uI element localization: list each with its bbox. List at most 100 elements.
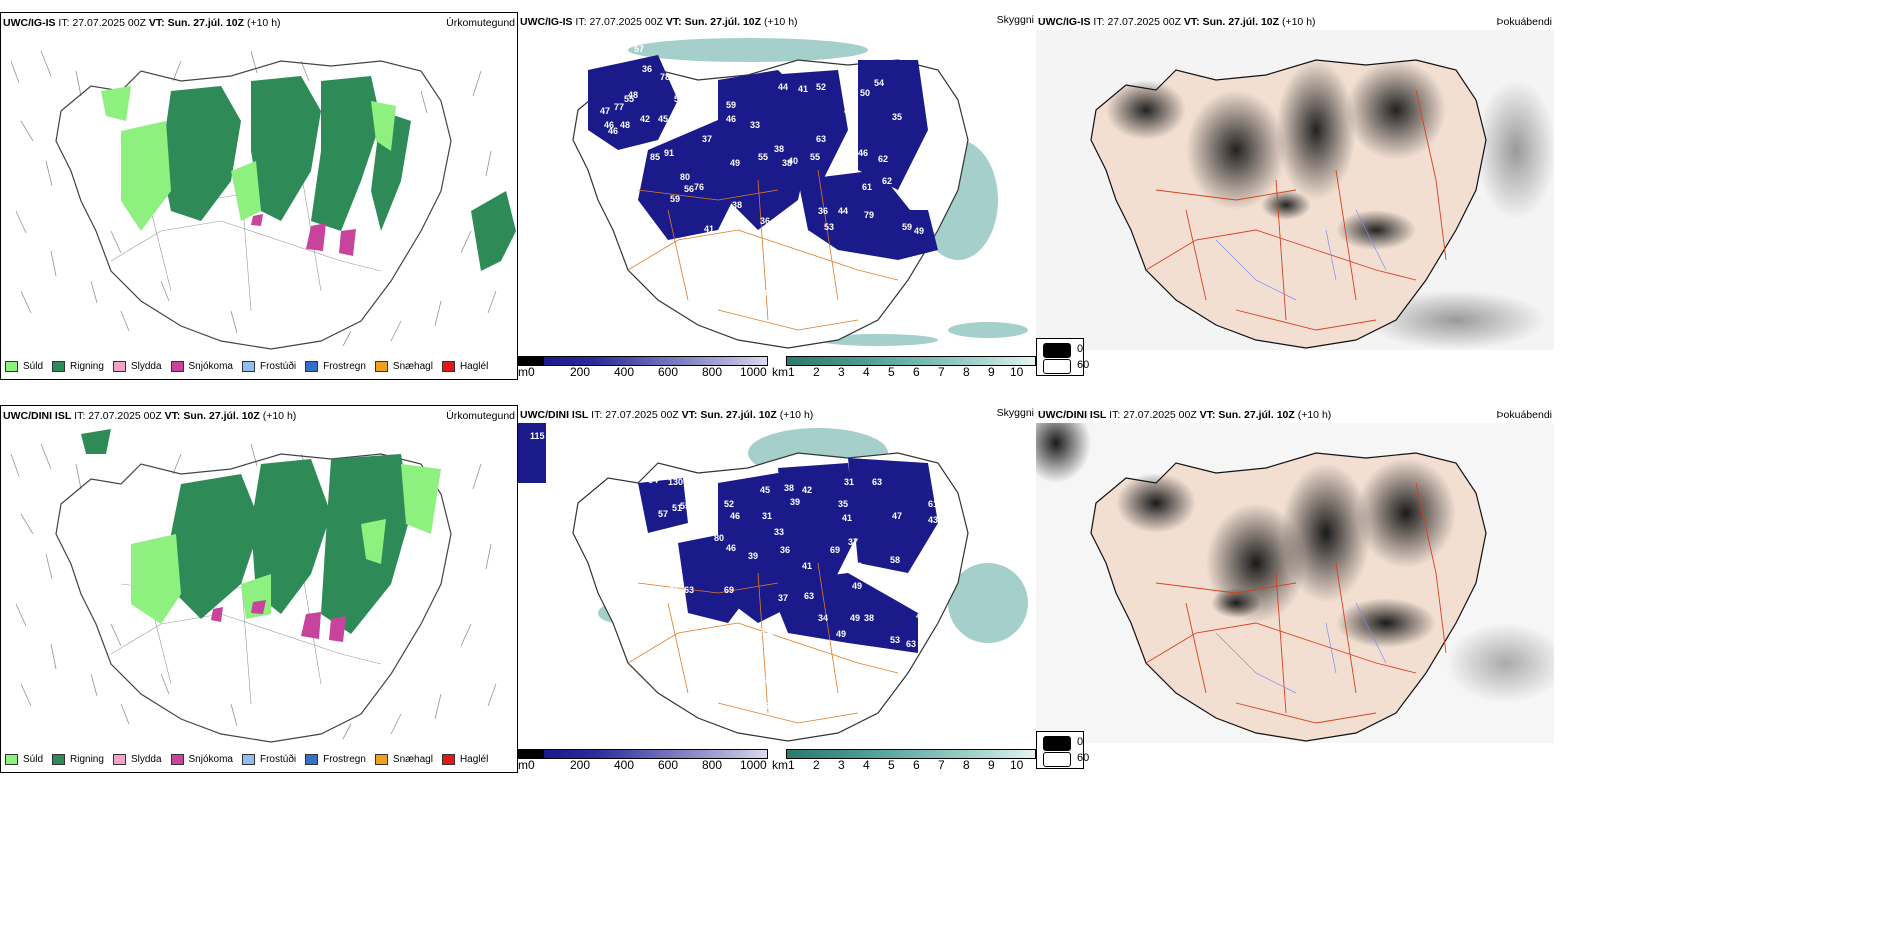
fog-index-field	[1106, 60, 1446, 250]
cloud-base-value: 61	[928, 499, 938, 509]
cloud-base-field	[638, 458, 938, 653]
cloud-base-value: 31	[762, 511, 772, 521]
tick: 400	[614, 758, 635, 772]
panel-header: UWC/DINI ISL IT: 27.07.2025 00Z VT: Sun.…	[1038, 409, 1332, 421]
cloud-base-value: 61	[862, 182, 872, 192]
cloud-base-value: 47	[600, 106, 610, 116]
fog-key-dark	[1043, 343, 1071, 358]
cloud-base-value: 46	[730, 511, 740, 521]
cloud-base-value: 54	[674, 94, 684, 104]
roads	[627, 562, 899, 724]
fog-key-dark	[1043, 736, 1071, 751]
tick: 1000	[740, 758, 767, 772]
precip-panel-top: UWC/IG-IS IT: 27.07.2025 00Z VT: Sun. 27…	[0, 12, 518, 380]
rivers	[1215, 602, 1387, 694]
roads	[1145, 482, 1447, 724]
cloud-base-value: 54	[874, 78, 884, 88]
cloud-base-colorbar	[518, 356, 768, 366]
cloud-base-value: 62	[882, 176, 892, 186]
cloud-base-value: 57	[658, 509, 668, 519]
legend-swatch	[170, 361, 184, 372]
cloud-base-value: 28	[760, 675, 770, 685]
tick: 200	[570, 365, 591, 379]
fog-key-low: 0	[1077, 343, 1084, 355]
cloud-base-value: 63	[872, 477, 882, 487]
cloud-base-value: 59	[726, 100, 736, 110]
cloud-base-value: 36	[818, 206, 828, 216]
cloud-base-value: 39	[790, 497, 800, 507]
cloud-base-value: 38	[732, 200, 742, 210]
fog-key: 0 60	[1036, 338, 1089, 376]
legend-swatch	[5, 754, 18, 765]
cloud-base-value: 53	[824, 222, 834, 232]
legend-item: Rigning	[52, 361, 104, 372]
cloud-base-value: 46	[608, 126, 618, 136]
cloud-base-value: 49	[914, 226, 924, 236]
cloud-base-value: 69	[764, 701, 774, 711]
tick: 5	[888, 758, 895, 772]
tick: 400	[614, 365, 635, 379]
legend-swatch	[112, 361, 126, 372]
cloud-base-value: 38	[784, 483, 794, 493]
tick: 800	[702, 758, 723, 772]
tick: 5	[888, 365, 895, 379]
tick: 1	[788, 758, 795, 772]
cloud-base-value: 48	[620, 120, 630, 130]
tick: 6	[913, 365, 920, 379]
cloud-base-value: 35	[838, 499, 848, 509]
roads	[110, 170, 382, 312]
fog-panel-bottom: UWC/DINI ISL IT: 27.07.2025 00Z VT: Sun.…	[1036, 405, 1554, 773]
tick: 0	[528, 365, 535, 379]
tick: 2	[813, 758, 820, 772]
cloud-base-value: 42	[802, 485, 812, 495]
cloud-base-value: 45	[916, 611, 926, 621]
panel-header: UWC/IG-IS IT: 27.07.2025 00Z VT: Sun. 27…	[1038, 16, 1316, 28]
cloud-base-value: 48	[628, 90, 638, 100]
legend-item: Haglél	[441, 361, 488, 372]
legend-swatch	[52, 361, 66, 372]
cloud-base-value: 48	[852, 561, 862, 571]
panel-header: UWC/DINI ISL IT: 27.07.2025 00Z VT: Sun.…	[520, 409, 814, 421]
cloud-base-value: 115	[530, 431, 545, 441]
cloud-base-unit: m	[518, 758, 528, 772]
cloud-base-value: 35	[892, 112, 902, 122]
cloud-base-value: 33	[764, 627, 774, 637]
tick: 4	[863, 758, 870, 772]
legend-item: Snjókoma	[170, 361, 233, 372]
cloud-base-unit: m	[518, 365, 528, 379]
visibility-unit: km	[772, 365, 788, 379]
tick: 200	[570, 758, 591, 772]
cloud-base-value: 64	[648, 475, 658, 485]
visibility-colorbar	[786, 749, 1036, 759]
fog-key-high: 60	[1077, 752, 1090, 764]
cloud-base-value: 47	[844, 106, 854, 116]
rivers	[1215, 209, 1387, 301]
legend-item: Frostúði	[241, 754, 296, 765]
visibility-colorbar	[786, 356, 1036, 366]
fog-map	[1036, 423, 1554, 743]
cloud-base-value: 80	[680, 172, 690, 182]
cloud-base-value: 56	[684, 184, 694, 194]
legend-swatch	[441, 361, 455, 372]
cloud-base-value: 80	[714, 533, 724, 543]
cloud-base-value: 58	[890, 555, 900, 565]
roads	[627, 169, 899, 331]
fog-index-field	[1116, 458, 1456, 648]
tick: 7	[938, 758, 945, 772]
cloud-base-value: 59	[902, 222, 912, 232]
cloud-base-value: 37	[762, 288, 772, 298]
cloud-base-value: 33	[760, 627, 770, 637]
iceland-outline	[55, 60, 452, 350]
cloud-base-value: 46	[726, 543, 736, 553]
precip-drizzle	[101, 86, 396, 231]
roads	[110, 563, 382, 705]
tick: 3	[838, 365, 845, 379]
cloud-base-value: 46	[726, 114, 736, 124]
precip-legend: Súld Rigning Slydda Snjókoma Frostúði Fr…	[5, 361, 497, 372]
legend-item: Rigning	[52, 754, 104, 765]
tick: 9	[988, 758, 995, 772]
tick: 800	[702, 365, 723, 379]
cloud-base-value: 38	[782, 158, 792, 168]
